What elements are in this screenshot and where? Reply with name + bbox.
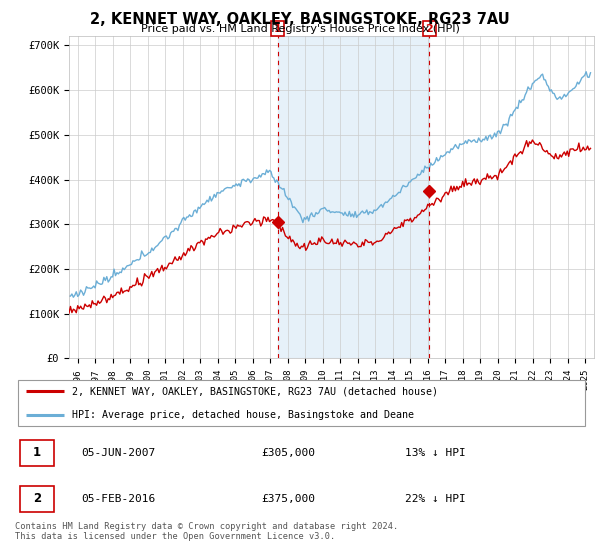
Text: Price paid vs. HM Land Registry's House Price Index (HPI): Price paid vs. HM Land Registry's House … (140, 24, 460, 34)
Text: £375,000: £375,000 (262, 494, 316, 504)
Text: 2, KENNET WAY, OAKLEY, BASINGSTOKE, RG23 7AU: 2, KENNET WAY, OAKLEY, BASINGSTOKE, RG23… (90, 12, 510, 27)
Bar (20, 440, 54, 466)
Text: 1: 1 (274, 24, 281, 34)
Bar (278, 36, 430, 358)
Text: 13% ↓ HPI: 13% ↓ HPI (404, 448, 466, 458)
Text: Contains HM Land Registry data © Crown copyright and database right 2024.
This d: Contains HM Land Registry data © Crown c… (15, 522, 398, 542)
Text: 2: 2 (33, 492, 41, 506)
Text: 05-JUN-2007: 05-JUN-2007 (81, 448, 155, 458)
Text: 1: 1 (33, 446, 41, 459)
Text: 2: 2 (425, 24, 433, 34)
Text: £305,000: £305,000 (262, 448, 316, 458)
Bar (20, 486, 54, 512)
Text: 22% ↓ HPI: 22% ↓ HPI (404, 494, 466, 504)
Text: 05-FEB-2016: 05-FEB-2016 (81, 494, 155, 504)
Text: 2, KENNET WAY, OAKLEY, BASINGSTOKE, RG23 7AU (detached house): 2, KENNET WAY, OAKLEY, BASINGSTOKE, RG23… (73, 386, 438, 396)
Text: HPI: Average price, detached house, Basingstoke and Deane: HPI: Average price, detached house, Basi… (73, 410, 415, 421)
